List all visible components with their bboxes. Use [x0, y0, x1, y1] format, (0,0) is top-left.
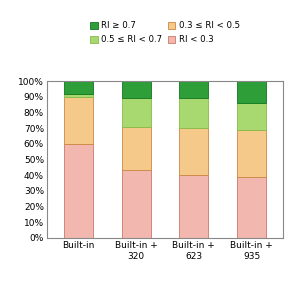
Bar [122, 127, 151, 171]
Legend: RI ≥ 0.7, 0.5 ≤ RI < 0.7, 0.3 ≤ RI < 0.5, RI < 0.3: RI ≥ 0.7, 0.5 ≤ RI < 0.7, 0.3 ≤ RI < 0.5… [88, 20, 241, 46]
Bar [179, 175, 208, 238]
Bar [237, 130, 266, 177]
Bar [64, 81, 93, 94]
Bar [122, 98, 151, 127]
Bar [237, 103, 266, 130]
Bar [64, 94, 93, 97]
Bar [64, 144, 93, 238]
Bar [237, 81, 266, 103]
Bar [122, 171, 151, 238]
Bar [179, 98, 208, 128]
Bar [122, 81, 151, 98]
Bar [179, 81, 208, 98]
Bar [179, 128, 208, 175]
Bar [237, 177, 266, 238]
Bar [64, 97, 93, 144]
